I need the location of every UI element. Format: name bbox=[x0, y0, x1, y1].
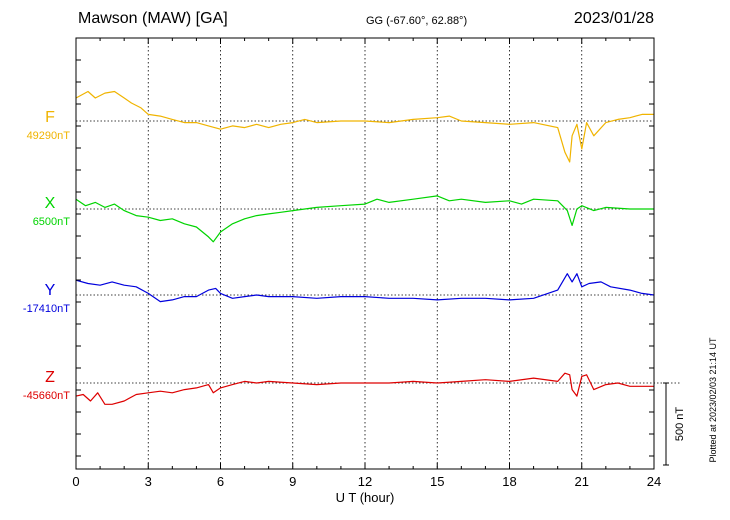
scale-bar-label: 500 nT bbox=[674, 407, 686, 442]
x-tick-label: 18 bbox=[502, 474, 516, 489]
x-tick-label: 6 bbox=[217, 474, 224, 489]
series-baseline-label-y: -17410nT bbox=[23, 303, 70, 315]
series-line-x bbox=[75, 195, 654, 243]
series-lines bbox=[75, 90, 655, 405]
plotted-timestamp: Plotted at 2023/02/03 21:14 UT bbox=[708, 337, 718, 463]
date-label: 2023/01/28 bbox=[574, 10, 654, 27]
series-line-y bbox=[75, 273, 655, 303]
series-baseline-label-z: -45660nT bbox=[23, 390, 70, 402]
series-name-y: Y bbox=[45, 282, 56, 299]
series-baselines bbox=[76, 120, 680, 384]
series-baseline-label-f: 49290nT bbox=[27, 130, 71, 142]
coordinates-label: GG (-67.60°, 62.88°) bbox=[366, 15, 467, 27]
x-axis-label: U T (hour) bbox=[336, 490, 395, 505]
scale-bar: 500 nT bbox=[663, 382, 686, 466]
grid bbox=[147, 38, 583, 469]
series-labels: F 49290nT X 6500nT Y -17410nT Z -45660nT bbox=[23, 109, 70, 402]
x-tick-label: 21 bbox=[575, 474, 589, 489]
series-line-z bbox=[75, 372, 654, 405]
x-tick-label: 15 bbox=[430, 474, 444, 489]
series-name-x: X bbox=[45, 195, 56, 212]
x-tick-label: 24 bbox=[647, 474, 661, 489]
x-tick-label: 0 bbox=[72, 474, 79, 489]
series-baseline-label-x: 6500nT bbox=[33, 216, 71, 228]
series-name-z: Z bbox=[45, 369, 55, 386]
station-title: Mawson (MAW) [GA] bbox=[78, 10, 228, 27]
x-tick-label: 9 bbox=[289, 474, 296, 489]
axis-ticks bbox=[75, 38, 655, 469]
series-line-f bbox=[75, 90, 654, 163]
x-tick-label: 12 bbox=[358, 474, 372, 489]
series-name-f: F bbox=[45, 109, 55, 126]
x-tick-label: 3 bbox=[145, 474, 152, 489]
x-tick-labels: 0 3 6 9 12 15 18 21 24 bbox=[72, 474, 661, 489]
